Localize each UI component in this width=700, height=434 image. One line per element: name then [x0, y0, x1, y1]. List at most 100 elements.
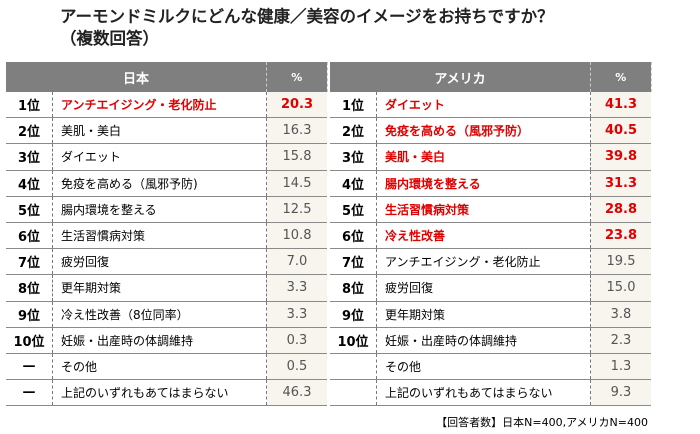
pct-cell: 15.8: [266, 143, 327, 171]
rank-cell: [330, 353, 377, 381]
item-cell: 腸内環境を整える: [52, 196, 267, 223]
item-cell: 生活習慣病対策: [376, 196, 591, 223]
rank-cell: —: [6, 379, 53, 407]
table-row: — 上記のいずれもあてはまらない 46.3: [6, 379, 327, 407]
table-row: 9位 更年期対策 3.8: [330, 301, 651, 328]
pct-cell: 2.3: [590, 327, 651, 354]
page-title: アーモンドミルクにどんな健康／美容のイメージをお持ちですか？ （複数回答）: [60, 6, 554, 50]
pct-cell: 39.8: [590, 143, 651, 171]
japan-header: 日本: [6, 62, 267, 92]
pct-cell: 19.5: [590, 248, 651, 276]
title-line-2: （複数回答）: [60, 29, 159, 48]
pct-cell: 3.3: [266, 301, 327, 328]
table-row: 7位 アンチエイジング・老化防止 19.5: [330, 248, 651, 276]
item-cell: 疲労回復: [376, 274, 591, 302]
pct-cell: 41.3: [590, 92, 651, 119]
rank-cell: 9位: [6, 301, 53, 328]
table-row: 上記のいずれもあてはまらない 9.3: [330, 379, 651, 407]
pct-cell: 0.5: [266, 353, 327, 381]
rank-cell: 1位: [6, 92, 53, 119]
item-cell: アンチエイジング・老化防止: [376, 248, 591, 276]
rank-cell: 6位: [330, 222, 377, 250]
rank-cell: —: [6, 353, 53, 381]
pct-cell: 23.8: [590, 222, 651, 250]
table-row: その他 1.3: [330, 353, 651, 381]
rank-cell: 5位: [6, 196, 53, 223]
table-row: 10位 妊娠・出産時の体調維持 2.3: [330, 327, 651, 354]
pct-cell: 1.3: [590, 353, 651, 381]
table-row: 4位 腸内環境を整える 31.3: [330, 170, 651, 197]
pct-cell: 12.5: [266, 196, 327, 223]
rank-cell: 1位: [330, 92, 377, 119]
rank-cell: 8位: [6, 274, 53, 302]
item-cell: ダイエット: [376, 92, 591, 119]
pct-cell: 14.5: [266, 170, 327, 197]
table-row: 7位 疲労回復 7.0: [6, 248, 327, 276]
item-cell: アンチエイジング・老化防止: [52, 92, 267, 119]
rank-cell: 4位: [6, 170, 53, 197]
pct-cell: 40.5: [590, 117, 651, 145]
pct-cell: 7.0: [266, 248, 327, 276]
pct-cell: 0.3: [266, 327, 327, 354]
rank-cell: 7位: [6, 248, 53, 276]
rank-cell: 4位: [330, 170, 377, 197]
japan-table: 日本% 1位 アンチエイジング・老化防止 20.3 2位 美肌・美白 16.3 3位 ダイエッ…: [6, 62, 328, 407]
item-cell: 冷え性改善（8位同率）: [52, 301, 267, 328]
table-row: 6位 生活習慣病対策 10.8: [6, 222, 327, 250]
table-row: 8位 疲労回復 15.0: [330, 274, 651, 302]
item-cell: 生活習慣病対策: [52, 222, 267, 250]
rank-cell: 5位: [330, 196, 377, 223]
pct-cell: 46.3: [266, 379, 327, 407]
table-row: 2位 美肌・美白 16.3: [6, 117, 327, 145]
item-cell: 免疫を高める（風邪予防）: [376, 117, 591, 145]
pct-cell: 15.0: [590, 274, 651, 302]
pct-cell: 20.3: [266, 92, 327, 119]
item-cell: 妊娠・出産時の体調維持: [52, 327, 267, 354]
table-row: 1位 アンチエイジング・老化防止 20.3: [6, 92, 327, 119]
rank-cell: 7位: [330, 248, 377, 276]
table-row: 3位 ダイエット 15.8: [6, 143, 327, 171]
table-row: 4位 免疫を高める（風邪予防) 14.5: [6, 170, 327, 197]
rank-cell: 9位: [330, 301, 377, 328]
pct-cell: 31.3: [590, 170, 651, 197]
item-cell: ダイエット: [52, 143, 267, 171]
table-row: 2位 免疫を高める（風邪予防） 40.5: [330, 117, 651, 145]
usa-header: アメリカ: [330, 62, 591, 92]
item-cell: 腸内環境を整える: [376, 170, 591, 197]
rank-cell: 2位: [330, 117, 377, 145]
rank-cell: 6位: [6, 222, 53, 250]
rank-cell: [330, 379, 377, 407]
table-row: 5位 腸内環境を整える 12.5: [6, 196, 327, 223]
rank-cell: 3位: [330, 143, 377, 171]
table-row: — その他 0.5: [6, 353, 327, 381]
item-cell: 美肌・美白: [52, 117, 267, 145]
item-cell: 疲労回復: [52, 248, 267, 276]
usa-pct-header: %: [590, 62, 652, 92]
item-cell: 更年期対策: [376, 301, 591, 328]
item-cell: 冷え性改善: [376, 222, 591, 250]
usa-table: アメリカ% 1位 ダイエット 41.3 2位 免疫を高める（風邪予防） 40.5 3位 美肌・…: [330, 62, 652, 407]
item-cell: その他: [52, 353, 267, 381]
footnote: 【回答者数】日本N=400,アメリカN=400: [436, 416, 648, 429]
rank-cell: 10位: [330, 327, 377, 354]
pct-cell: 3.8: [590, 301, 651, 328]
table-row: 10位 妊娠・出産時の体調維持 0.3: [6, 327, 327, 354]
pct-cell: 9.3: [590, 379, 651, 407]
japan-pct-header: %: [266, 62, 328, 92]
item-cell: 美肌・美白: [376, 143, 591, 171]
item-cell: 免疫を高める（風邪予防): [52, 170, 267, 197]
item-cell: 妊娠・出産時の体調維持: [376, 327, 591, 354]
table-row: 1位 ダイエット 41.3: [330, 92, 651, 119]
rank-cell: 10位: [6, 327, 53, 354]
pct-cell: 3.3: [266, 274, 327, 302]
rank-cell: 2位: [6, 117, 53, 145]
table-row: 8位 更年期対策 3.3: [6, 274, 327, 302]
pct-cell: 10.8: [266, 222, 327, 250]
pct-cell: 16.3: [266, 117, 327, 145]
title-line-1: アーモンドミルクにどんな健康／美容のイメージをお持ちですか？: [60, 7, 554, 26]
table-row: 3位 美肌・美白 39.8: [330, 143, 651, 171]
table-row: 6位 冷え性改善 23.8: [330, 222, 651, 250]
item-cell: 更年期対策: [52, 274, 267, 302]
table-row: 9位 冷え性改善（8位同率） 3.3: [6, 301, 327, 328]
item-cell: その他: [376, 353, 591, 381]
